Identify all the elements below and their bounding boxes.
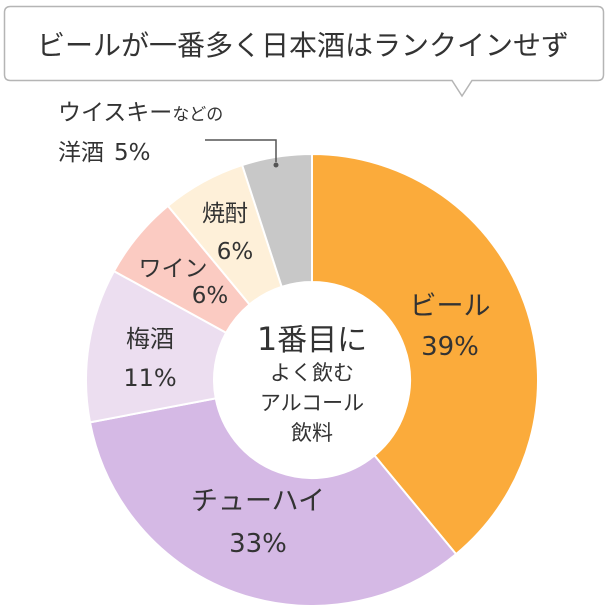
slice-value-beer: 39% xyxy=(421,332,479,362)
slice-label-whisky-line2: 洋酒 5% xyxy=(58,140,151,166)
slice-value-umeshu: 11% xyxy=(123,364,176,392)
slice-label-chuhai: チューハイ xyxy=(191,486,325,517)
center-hole xyxy=(214,282,410,478)
center-label-line3: アルコール xyxy=(260,391,364,415)
slice-label-umeshu: 梅酒 xyxy=(126,325,174,353)
slice-value-wine: 6% xyxy=(192,283,229,309)
leader-dot-whisky xyxy=(273,162,279,168)
slice-label-beer: ビール xyxy=(410,291,491,322)
slice-label-shochu: 焼酎 xyxy=(202,201,248,227)
center-label-text-1: 番目に xyxy=(277,323,367,358)
slice-value-chuhai: 33% xyxy=(229,529,287,559)
slice-value-shochu: 6% xyxy=(217,239,254,265)
center-label-line2: よく飲む xyxy=(270,361,354,385)
center-label-number: 1 xyxy=(257,320,277,358)
slice-value-whisky: 5% xyxy=(114,140,151,166)
slice-label-whisky-main: ウイスキー xyxy=(58,100,172,126)
slice-label-whisky: ウイスキーなどの xyxy=(58,100,223,126)
center-label-line4: 飲料 xyxy=(291,421,333,445)
slice-label-whisky-suffix: などの xyxy=(172,105,223,125)
slice-label-wine: ワイン xyxy=(139,256,208,282)
center-label-line1: 1番目に xyxy=(257,320,367,358)
slice-label-whisky-line2-text: 洋酒 xyxy=(58,140,104,166)
leader-line-whisky xyxy=(205,139,277,162)
callout-bubble xyxy=(3,5,605,98)
callout-title: ビールが一番多く日本酒はランクインせず xyxy=(37,29,569,62)
